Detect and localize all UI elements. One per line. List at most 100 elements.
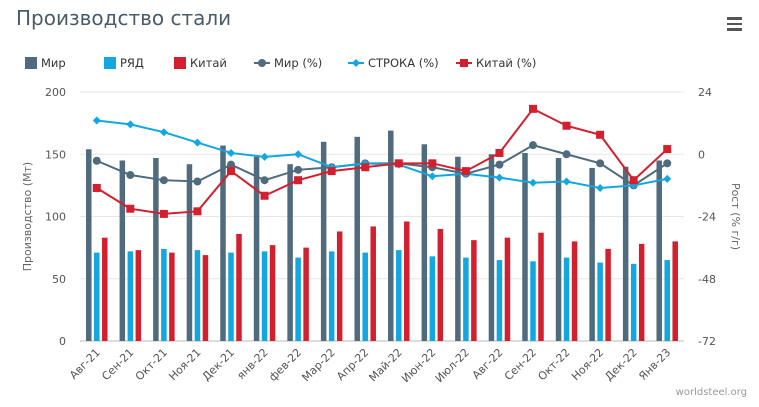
point-marker <box>327 167 336 176</box>
point-marker <box>596 183 605 192</box>
series-line <box>96 119 668 189</box>
point-marker <box>529 178 537 187</box>
bar <box>220 145 226 341</box>
legend-label: Мир (%) <box>274 55 323 70</box>
point-marker <box>495 173 504 182</box>
point-marker <box>159 128 168 137</box>
point-marker <box>428 159 437 168</box>
bar <box>672 241 678 341</box>
bar <box>555 157 562 341</box>
y-left-axis-title: Производство (Мт) <box>21 162 34 271</box>
y-right-tick-label: 24 <box>698 86 712 99</box>
point-marker <box>260 176 269 185</box>
y-left-tick-label: 200 <box>45 86 66 99</box>
legend-label: Мир <box>41 55 66 70</box>
point-marker <box>227 167 235 176</box>
bar <box>404 221 410 341</box>
bar <box>261 251 268 341</box>
legend-item[interactable]: Мир <box>25 55 66 70</box>
legend-label: РЯД <box>120 55 144 70</box>
bar <box>630 263 637 341</box>
point-marker <box>663 145 672 154</box>
bar <box>638 243 645 341</box>
legend-item[interactable]: Китай (%) <box>456 55 536 70</box>
bar <box>86 149 92 341</box>
y-right-tick-label: 0 <box>698 148 705 161</box>
bar <box>622 166 629 341</box>
bar <box>287 164 293 341</box>
point-marker <box>126 171 135 179</box>
bar <box>437 228 444 341</box>
bar <box>161 248 167 341</box>
point-marker <box>361 163 370 172</box>
legend: Мир РЯД Китай Мир (%) СТРОКА (%) Китай (%) <box>0 55 759 77</box>
point-marker <box>663 174 672 183</box>
bar <box>429 256 436 341</box>
hamburger-menu-icon[interactable] <box>727 17 742 31</box>
legend-item[interactable]: Мир (%) <box>254 55 322 70</box>
point-marker <box>294 150 303 159</box>
y-left-tick-label: 0 <box>59 335 66 348</box>
x-tick-label: Окт-22 <box>535 346 572 383</box>
credit-text[interactable]: worldsteel.org <box>675 387 747 398</box>
point-marker <box>562 177 571 186</box>
bar <box>269 245 276 341</box>
y-right-tick-label: -72 <box>698 335 716 348</box>
point-marker <box>193 207 202 216</box>
bar <box>597 262 603 341</box>
legend-label: Китай <box>190 55 227 70</box>
legend-label: Китай (%) <box>476 55 537 70</box>
x-tick-label: Ноя-22 <box>569 346 606 383</box>
chart-title: Производство стали <box>16 6 232 30</box>
y-right-axis-title: Рост (% г/г) <box>729 183 742 250</box>
bar <box>589 167 595 341</box>
legend-item[interactable]: Китай <box>174 55 227 70</box>
bar <box>421 144 428 341</box>
bar <box>202 255 209 341</box>
point-marker <box>663 159 672 168</box>
legend-item[interactable]: СТРОКА (%) <box>348 55 439 70</box>
x-tick-label: Янв-23 <box>636 346 673 383</box>
x-tick-label: Авг-22 <box>470 346 506 382</box>
point-marker <box>260 191 269 200</box>
point-marker <box>629 176 638 185</box>
bar <box>102 237 108 341</box>
x-tick-label: Июл-22 <box>433 346 472 385</box>
bar <box>370 226 376 341</box>
y-left-tick-label: 50 <box>52 273 66 286</box>
bar <box>354 136 360 341</box>
point-marker <box>294 176 303 185</box>
bar <box>504 237 511 341</box>
bar <box>135 250 142 341</box>
bar <box>488 154 495 341</box>
bar <box>303 247 309 341</box>
bar <box>295 257 301 341</box>
bar <box>563 257 570 341</box>
point-marker <box>193 138 202 147</box>
bar <box>186 164 193 341</box>
point-marker <box>92 116 101 125</box>
point-marker <box>529 141 537 150</box>
legend-item[interactable]: РЯД <box>104 55 144 70</box>
bar <box>522 153 528 341</box>
point-marker <box>159 176 168 185</box>
point-marker <box>495 148 504 157</box>
bar <box>455 156 461 341</box>
point-marker <box>562 121 571 130</box>
x-tick-label: Сен-21 <box>99 346 136 383</box>
bar <box>169 252 175 341</box>
x-tick-label: Дек-21 <box>200 346 237 383</box>
series-line <box>96 107 668 215</box>
x-tick-label: Июн-22 <box>399 346 438 385</box>
bar <box>463 257 469 341</box>
point-marker <box>596 130 605 139</box>
bar <box>538 232 544 341</box>
legend-label: СТРОКА (%) <box>368 55 439 70</box>
bar <box>571 241 578 341</box>
x-tick-label: Сен-22 <box>502 346 539 383</box>
bar <box>336 231 343 341</box>
x-tick-label: Авг-21 <box>67 346 103 382</box>
point-marker <box>495 160 504 169</box>
point-marker <box>596 159 605 168</box>
